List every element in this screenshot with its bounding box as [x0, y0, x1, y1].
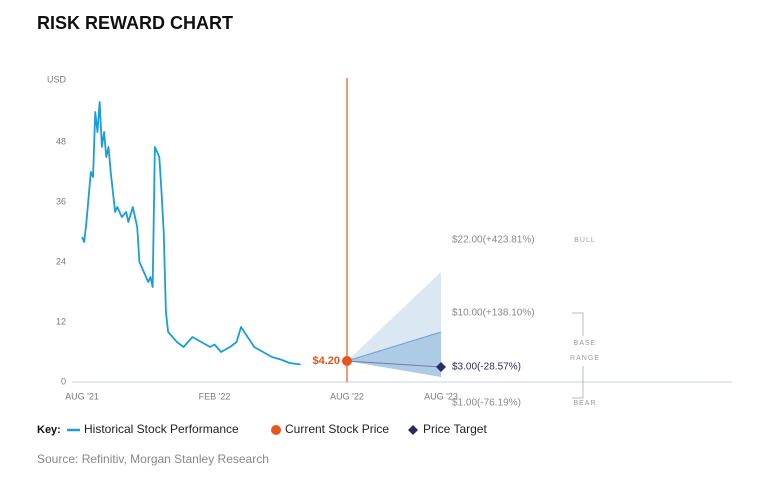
scenario-name: BASE [574, 340, 597, 347]
current-price-dot [342, 356, 352, 366]
x-tick-label: AUG '22 [330, 391, 364, 401]
x-tick-label: AUG '21 [65, 391, 99, 401]
y-tick-label: 48 [56, 136, 66, 146]
price-target-label: $3.00(-28.57%) [452, 362, 521, 373]
target-line [346, 360, 442, 368]
base-line [346, 331, 442, 362]
scenario-value-label: $22.00(+423.81%) [452, 235, 535, 246]
y-tick-label: 24 [56, 256, 66, 266]
y-tick-label: 36 [56, 196, 66, 206]
chart-title: RISK REWARD CHART [37, 13, 233, 33]
scenario-name: BULL [574, 237, 596, 244]
y-tick-label: 0 [61, 376, 66, 386]
history-line [81, 101, 301, 366]
x-tick-label: AUG '23 [424, 391, 458, 401]
scenario-value-label: $10.00(+138.10%) [452, 308, 535, 319]
legend-label: Historical Stock Performance [84, 422, 239, 436]
y-tick-label: 12 [56, 316, 66, 326]
scenario-value-label: $1.00(-76.19%) [452, 398, 521, 409]
x-tick-label: FEB '22 [199, 391, 231, 401]
key-label: Key: [37, 424, 61, 436]
legend-label: Price Target [423, 422, 487, 436]
y-unit-label: USD [47, 74, 67, 84]
price-target-marker [436, 362, 446, 372]
legend-dot [271, 425, 281, 435]
range-bracket [572, 312, 584, 399]
scenario-name: BEAR [573, 400, 596, 407]
source: Source: Refinitiv, Morgan Stanley Resear… [37, 452, 269, 466]
legend-label: Current Stock Price [285, 422, 389, 436]
range-label: RANGE [570, 355, 600, 362]
legend-diamond [408, 425, 418, 435]
current-price-label: $4.20 [312, 355, 340, 367]
